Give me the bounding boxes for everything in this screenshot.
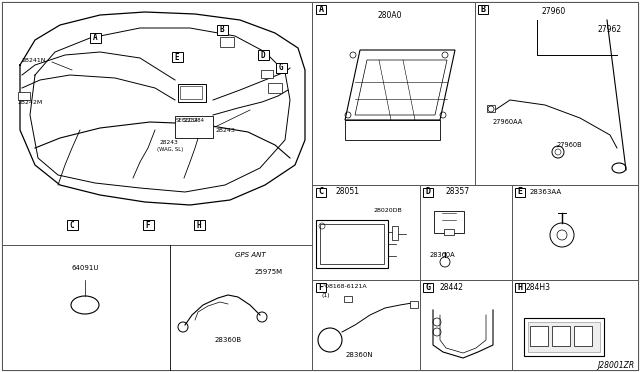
- Bar: [423, 282, 433, 292]
- Bar: [257, 50, 269, 60]
- Bar: [475, 2, 638, 185]
- Bar: [420, 185, 512, 280]
- Text: G: G: [426, 282, 431, 292]
- Bar: [524, 318, 604, 356]
- Text: 28360B: 28360B: [215, 337, 242, 343]
- Bar: [320, 224, 384, 264]
- Bar: [512, 185, 638, 280]
- Bar: [316, 282, 326, 292]
- Text: 28442: 28442: [440, 282, 464, 292]
- Bar: [178, 84, 206, 102]
- Text: B: B: [220, 26, 224, 35]
- Bar: [2, 245, 312, 370]
- Bar: [478, 4, 488, 13]
- Bar: [312, 280, 420, 370]
- Text: E: E: [518, 187, 522, 196]
- Text: GPS ANT: GPS ANT: [235, 252, 266, 258]
- Text: 25975M: 25975M: [255, 269, 283, 275]
- Text: 27962: 27962: [597, 26, 621, 35]
- Bar: [220, 37, 234, 47]
- Bar: [172, 52, 182, 62]
- Bar: [530, 326, 548, 346]
- Bar: [143, 220, 154, 230]
- Bar: [18, 92, 30, 100]
- Text: 284H3: 284H3: [525, 282, 550, 292]
- Text: 64091U: 64091U: [71, 265, 99, 271]
- Bar: [316, 4, 326, 13]
- Bar: [193, 220, 205, 230]
- Text: °08168-6121A: °08168-6121A: [322, 285, 367, 289]
- Bar: [515, 187, 525, 196]
- Bar: [312, 185, 420, 280]
- Text: J28001ZR: J28001ZR: [597, 360, 634, 369]
- Bar: [423, 187, 433, 196]
- Bar: [312, 2, 475, 185]
- Bar: [90, 33, 100, 43]
- Text: SEC.284: SEC.284: [176, 118, 199, 122]
- Bar: [512, 280, 638, 370]
- Text: 27960B: 27960B: [557, 142, 582, 148]
- Bar: [487, 105, 495, 112]
- Text: A: A: [319, 4, 323, 13]
- Text: 27960: 27960: [542, 7, 566, 16]
- Text: 28357: 28357: [445, 187, 469, 196]
- Text: 28360A: 28360A: [430, 252, 456, 258]
- Bar: [392, 226, 398, 240]
- Bar: [180, 86, 202, 99]
- Text: 28020DB: 28020DB: [373, 208, 402, 212]
- Text: D: D: [260, 51, 266, 60]
- Bar: [316, 187, 326, 196]
- Bar: [574, 326, 592, 346]
- Bar: [552, 326, 570, 346]
- Text: (WAG, SL): (WAG, SL): [157, 148, 183, 153]
- Text: H: H: [196, 221, 202, 230]
- Text: G: G: [278, 64, 284, 73]
- Bar: [175, 116, 213, 138]
- Text: 28241N: 28241N: [22, 58, 47, 62]
- Text: 28360N: 28360N: [346, 352, 374, 358]
- Text: 28051: 28051: [336, 187, 360, 196]
- Bar: [2, 2, 312, 245]
- Text: C: C: [70, 221, 74, 230]
- Bar: [216, 25, 227, 35]
- Text: SEC.284: SEC.284: [183, 118, 205, 122]
- Bar: [528, 322, 600, 352]
- Text: 28363AA: 28363AA: [530, 189, 562, 195]
- Bar: [420, 280, 512, 370]
- Bar: [410, 301, 418, 308]
- Bar: [67, 220, 77, 230]
- Bar: [275, 63, 287, 73]
- Bar: [434, 211, 464, 233]
- Text: 28243: 28243: [215, 128, 235, 132]
- Text: B: B: [481, 4, 486, 13]
- Text: 28242M: 28242M: [18, 99, 44, 105]
- Bar: [344, 296, 352, 302]
- Text: H: H: [518, 282, 522, 292]
- Text: 27960AA: 27960AA: [493, 119, 524, 125]
- Bar: [261, 70, 273, 78]
- Text: 28243: 28243: [160, 140, 179, 144]
- Bar: [515, 282, 525, 292]
- Bar: [316, 220, 388, 268]
- Text: (1): (1): [322, 294, 331, 298]
- Text: 280A0: 280A0: [378, 10, 403, 19]
- Bar: [268, 83, 282, 93]
- Text: E: E: [175, 52, 179, 61]
- Text: C: C: [319, 187, 323, 196]
- Text: D: D: [426, 187, 431, 196]
- Bar: [444, 229, 454, 235]
- Text: F: F: [146, 221, 150, 230]
- Text: F: F: [319, 282, 323, 292]
- Text: A: A: [93, 33, 97, 42]
